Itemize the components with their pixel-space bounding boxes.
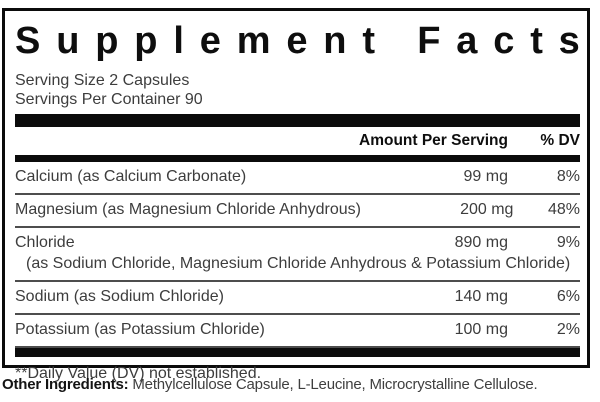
nutrient-dv: 9%	[556, 234, 580, 251]
nutrient-dv: 48%	[547, 201, 580, 218]
divider-bar-top	[15, 114, 580, 127]
nutrient-dv: 8%	[556, 168, 580, 185]
nutrient-amount: 100 mg	[454, 321, 508, 338]
other-ingredients-label: Other Ingredients:	[2, 376, 129, 393]
nutrient-name: Potassium (as Potassium Chloride)	[15, 321, 265, 338]
nutrient-dv: 2%	[556, 321, 580, 338]
nutrient-row-calcium: Calcium (as Calcium Carbonate) 99 mg 8%	[15, 162, 580, 195]
other-ingredients-text: Methylcellulose Capsule, L-Leucine, Micr…	[128, 376, 538, 393]
nutrient-amount: 99 mg	[463, 168, 508, 185]
nutrient-row-main: Potassium (as Potassium Chloride) 100 mg…	[15, 321, 580, 339]
nutrient-name: Sodium (as Sodium Chloride)	[15, 288, 224, 305]
nutrient-name: Calcium (as Calcium Carbonate)	[15, 168, 247, 185]
nutrient-amount: 140 mg	[454, 288, 508, 305]
nutrient-row-chloride: Chloride 890 mg 9% (as Sodium Chloride, …	[15, 228, 580, 282]
nutrient-amount: 200 mg	[460, 201, 514, 218]
nutrient-row-main: Chloride 890 mg 9%	[15, 234, 580, 252]
servings-per-container-text: Servings Per Container 90	[15, 90, 203, 108]
nutrient-row-sodium: Sodium (as Sodium Chloride) 140 mg 6%	[15, 282, 580, 315]
amount-per-serving-header: Amount Per Serving	[359, 132, 508, 149]
divider-bar-header	[15, 155, 580, 162]
nutrient-name: Magnesium (as Magnesium Chloride Anhydro…	[15, 201, 361, 218]
nutrient-name: Chloride	[15, 234, 75, 251]
nutrient-row-main: Sodium (as Sodium Chloride) 140 mg 6%	[15, 288, 580, 306]
nutrient-row-main: Calcium (as Calcium Carbonate) 99 mg 8%	[15, 168, 580, 186]
serving-size-text: Serving Size 2 Capsules	[15, 72, 190, 89]
nutrient-source-note: (as Sodium Chloride, Magnesium Chloride …	[26, 255, 571, 272]
serving-info: Serving Size 2 Capsules Servings Per Con…	[15, 72, 580, 109]
nutrient-amount: 890 mg	[454, 234, 508, 251]
nutrient-row-potassium: Potassium (as Potassium Chloride) 100 mg…	[15, 315, 580, 348]
percent-dv-header: % DV	[540, 132, 580, 149]
nutrient-dv: 6%	[556, 288, 580, 305]
column-header-row: Amount Per Serving % DV	[15, 127, 580, 155]
nutrient-row-main: Magnesium (as Magnesium Chloride Anhydro…	[15, 201, 580, 219]
dv-footnote: **Daily Value (DV) not established.	[15, 365, 262, 382]
nutrient-row-magnesium: Magnesium (as Magnesium Chloride Anhydro…	[15, 195, 580, 228]
other-ingredients: Other Ingredients: Methylcellulose Capsu…	[2, 376, 598, 393]
divider-bar-bottom	[15, 348, 580, 357]
